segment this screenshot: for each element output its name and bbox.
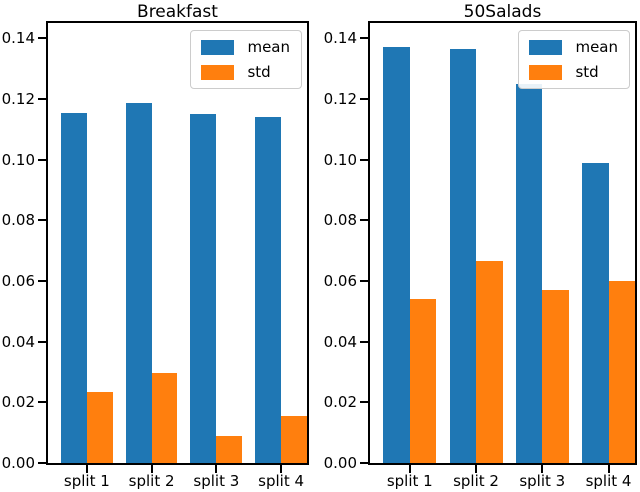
- x-tick-mark: [541, 465, 544, 473]
- y-tick-mark: [360, 462, 368, 464]
- bar-std-50salads-3: [542, 290, 569, 463]
- x-tick-label: split 3: [193, 472, 240, 490]
- y-tick-mark: [360, 158, 368, 161]
- legend-item-mean: mean: [201, 39, 290, 55]
- legend-item-std: std: [201, 64, 290, 80]
- y-tick-label: 0.12: [1, 89, 35, 108]
- legend-item-mean: mean: [529, 39, 618, 55]
- axes-50salads: 0.00 0.02 0.04 0.06 0.08 0.10 0.12 0.14 split 1 s…: [324, 21, 637, 490]
- y-tick-label: 0.02: [323, 393, 357, 412]
- y-tick-mark: [360, 279, 368, 282]
- bar-mean-breakfast-3: [190, 114, 217, 463]
- bar-std-50salads-1: [409, 299, 437, 463]
- y-tick-mark: [360, 219, 368, 222]
- y-tick-label: 0.12: [323, 89, 357, 108]
- bar-std-50salads-4: [608, 280, 635, 463]
- y-tick-label: 0.14: [1, 29, 35, 48]
- bar-mean-breakfast-2: [125, 103, 152, 463]
- y-tick-mark: [38, 97, 46, 100]
- y-tick-mark: [38, 401, 46, 404]
- bar-std-breakfast-4: [281, 415, 307, 463]
- y-tick-label: 0.08: [323, 211, 357, 230]
- bar-std-50salads-2: [476, 261, 503, 463]
- y-tick-mark: [38, 462, 46, 464]
- y-tick-label: 0.10: [1, 150, 35, 169]
- x-tick-label: split 4: [585, 472, 632, 490]
- y-tick-mark: [38, 340, 46, 343]
- y-tick-label: 0.14: [323, 29, 357, 48]
- bar-mean-50salads-1: [383, 46, 410, 463]
- y-tick-mark: [38, 279, 46, 282]
- y-tick-label: 0.04: [323, 332, 357, 351]
- x-tick-label: split 2: [128, 472, 175, 490]
- x-tick-label: split 4: [258, 472, 305, 490]
- y-tick-label: 0.04: [1, 332, 35, 351]
- legend-label-mean: mean: [575, 38, 618, 56]
- x-tick-mark: [150, 465, 153, 473]
- legend-swatch-mean-icon: [201, 39, 235, 55]
- y-tick-mark: [360, 97, 368, 100]
- bar-mean-breakfast-4: [255, 117, 282, 463]
- y-tick-label: 0.08: [1, 211, 35, 230]
- subplot-title-50salads: 50Salads: [463, 2, 542, 22]
- legend-swatch-std-icon: [529, 64, 563, 80]
- legend: mean std: [518, 30, 630, 89]
- y-tick-label: 0.10: [323, 150, 357, 169]
- legend-label-std: std: [575, 63, 599, 81]
- bar-mean-50salads-4: [582, 162, 609, 463]
- y-tick-label: 0.06: [1, 271, 35, 290]
- legend-label-mean: mean: [247, 38, 290, 56]
- x-tick-label: split 1: [63, 472, 110, 490]
- x-tick-label: split 3: [519, 472, 566, 490]
- legend-item-std: std: [529, 64, 618, 80]
- legend: mean std: [190, 30, 302, 89]
- y-tick-mark: [38, 37, 46, 40]
- x-tick-mark: [607, 465, 610, 473]
- y-tick-mark: [360, 401, 368, 404]
- y-tick-mark: [360, 340, 368, 343]
- x-tick-mark: [408, 465, 411, 473]
- bar-std-breakfast-2: [151, 373, 178, 463]
- bar-mean-50salads-3: [515, 83, 543, 463]
- axes-breakfast: 0.00 0.02 0.04 0.06 0.08 0.10 0.12 0.14 split 1 s…: [2, 21, 309, 490]
- bar-std-breakfast-3: [216, 435, 243, 463]
- legend-swatch-std-icon: [201, 64, 235, 80]
- x-tick-mark: [475, 465, 477, 473]
- x-tick-label: split 2: [453, 472, 499, 490]
- x-tick-label: split 1: [386, 472, 433, 490]
- legend-swatch-mean-icon: [529, 39, 563, 55]
- x-tick-mark: [280, 465, 283, 473]
- y-tick-label: 0.00: [323, 454, 357, 472]
- x-tick-mark: [85, 465, 88, 473]
- x-tick-mark: [215, 465, 218, 473]
- y-tick-mark: [360, 37, 368, 40]
- y-tick-label: 0.00: [1, 454, 35, 472]
- bar-std-breakfast-1: [86, 391, 113, 463]
- y-tick-mark: [38, 219, 46, 222]
- subplot-title-breakfast: Breakfast: [137, 2, 218, 22]
- y-tick-label: 0.02: [1, 393, 35, 412]
- legend-label-std: std: [247, 63, 271, 81]
- y-tick-label: 0.06: [323, 271, 357, 290]
- bar-mean-breakfast-1: [60, 112, 87, 463]
- y-tick-mark: [38, 158, 46, 161]
- bar-mean-50salads-2: [449, 48, 476, 463]
